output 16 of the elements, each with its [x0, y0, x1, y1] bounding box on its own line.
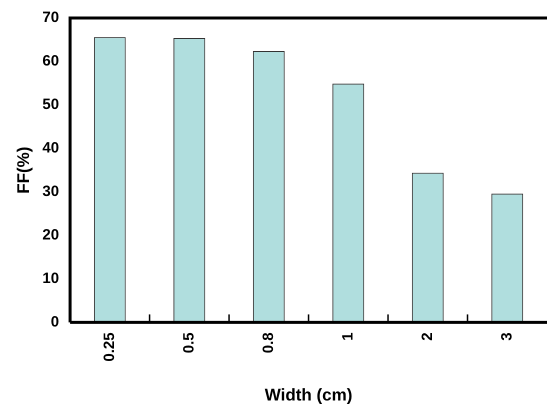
y-tick-label: 60 — [42, 52, 60, 70]
x-tick-label: 0.5 — [180, 332, 198, 354]
y-tick-label: 40 — [42, 140, 60, 157]
x-axis-title: Width (cm) — [264, 385, 352, 404]
y-tick-label: 10 — [42, 270, 60, 288]
y-tick-label: 70 — [42, 9, 60, 26]
x-tick-label: 0.25 — [100, 332, 118, 362]
x-tick-label: 2 — [418, 332, 436, 341]
y-tick-label: 50 — [42, 96, 60, 114]
y-tick-label: 30 — [42, 183, 60, 200]
y-tick-label: 20 — [42, 226, 60, 244]
x-tick-label: 0.8 — [260, 332, 277, 354]
y-axis-title: FF(%) — [14, 146, 33, 194]
y-tick-label: 0 — [50, 314, 60, 331]
x-tick-label: 1 — [339, 332, 356, 341]
x-tick-label: 3 — [498, 332, 516, 341]
